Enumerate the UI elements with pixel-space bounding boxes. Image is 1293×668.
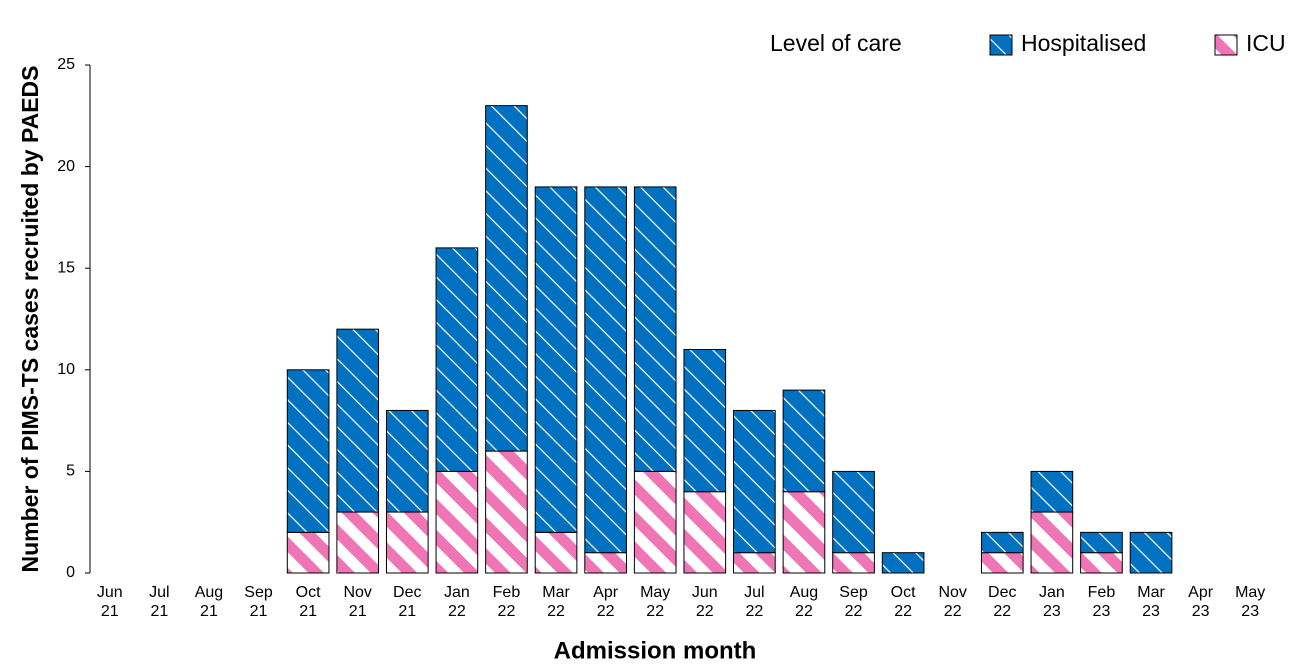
x-axis-title: Admission month <box>554 637 757 664</box>
bar-segment <box>1030 511 1074 574</box>
bar-segment <box>435 470 479 574</box>
x-tick-label: Aug 22 <box>789 584 819 620</box>
y-tick-label: 5 <box>66 463 75 480</box>
bar-segment <box>584 186 627 554</box>
x-tick-label: Sep 21 <box>244 584 273 620</box>
bar-segment <box>881 552 925 574</box>
y-tick-label: 20 <box>57 158 75 175</box>
x-tick-label: Nov 21 <box>343 584 372 620</box>
y-axis-title: Number of PIMS-TS cases recruited by PAE… <box>17 66 43 573</box>
x-tick-label: Oct 22 <box>890 584 916 620</box>
bar-segment <box>1129 531 1173 574</box>
bar-segment <box>584 552 627 574</box>
y-tick-label: 0 <box>66 564 75 581</box>
bar-segment <box>633 470 677 574</box>
bar-segment <box>485 450 528 574</box>
bar-segment <box>733 409 776 554</box>
y-tick-label: 10 <box>57 361 75 378</box>
bar-segment <box>683 348 727 493</box>
x-tick-label: Mar 22 <box>542 584 570 620</box>
x-tick-label: Jan 23 <box>1038 584 1065 620</box>
x-tick-label: Jun 22 <box>691 584 718 620</box>
y-tick-label: 25 <box>57 56 75 73</box>
bar-segment <box>633 186 677 472</box>
bar-segment <box>286 369 330 533</box>
legend-label: Hospitalised <box>1021 30 1146 56</box>
x-tick-label: May 23 <box>1235 584 1266 620</box>
bar-segment <box>286 531 330 574</box>
bar-segment <box>782 491 826 574</box>
legend-title: Level of care <box>770 30 902 56</box>
bar-segment <box>1030 470 1074 513</box>
legend-label: ICU <box>1246 30 1286 56</box>
x-tick-label: Feb 23 <box>1087 584 1116 620</box>
x-tick-label: Dec 22 <box>988 584 1017 620</box>
x-tick-label: Apr 23 <box>1188 584 1214 620</box>
x-tick-label: Sep 22 <box>839 584 868 620</box>
bar-segment <box>1080 531 1123 554</box>
bar-segment <box>980 552 1024 574</box>
bar-segment <box>832 470 875 554</box>
x-tick-label: Jun 21 <box>96 584 123 620</box>
x-tick-label: Jul 21 <box>149 584 170 620</box>
x-tick-label: Jan 22 <box>443 584 470 620</box>
bar-segment <box>733 552 776 574</box>
bar-segment <box>385 409 429 513</box>
bar-segment <box>782 389 826 493</box>
bar-segment <box>385 511 429 574</box>
bar-segment <box>683 491 727 574</box>
bar-segment <box>534 186 578 533</box>
x-tick-label: Feb 22 <box>492 584 521 620</box>
x-tick-label: May 22 <box>640 584 671 620</box>
bar-segment <box>485 105 528 452</box>
x-tick-label: Nov 22 <box>938 584 967 620</box>
bar-segment <box>336 511 380 574</box>
x-tick-label: Dec 21 <box>393 584 422 620</box>
bar-segment <box>336 328 380 513</box>
bar-segment <box>832 552 875 574</box>
bar-segment <box>1080 552 1123 574</box>
x-tick-label: Oct 21 <box>295 584 321 620</box>
x-tick-label: Apr 22 <box>593 584 619 620</box>
legend-swatch <box>989 34 1013 56</box>
bar-segment <box>980 531 1024 554</box>
x-tick-label: Jul 22 <box>744 584 765 620</box>
bar-segment <box>435 247 479 472</box>
legend-swatch <box>1214 34 1238 56</box>
y-tick-label: 15 <box>57 259 75 276</box>
x-tick-label: Mar 23 <box>1137 584 1165 620</box>
x-tick-label: Aug 21 <box>194 584 224 620</box>
bar-segment <box>534 531 578 574</box>
